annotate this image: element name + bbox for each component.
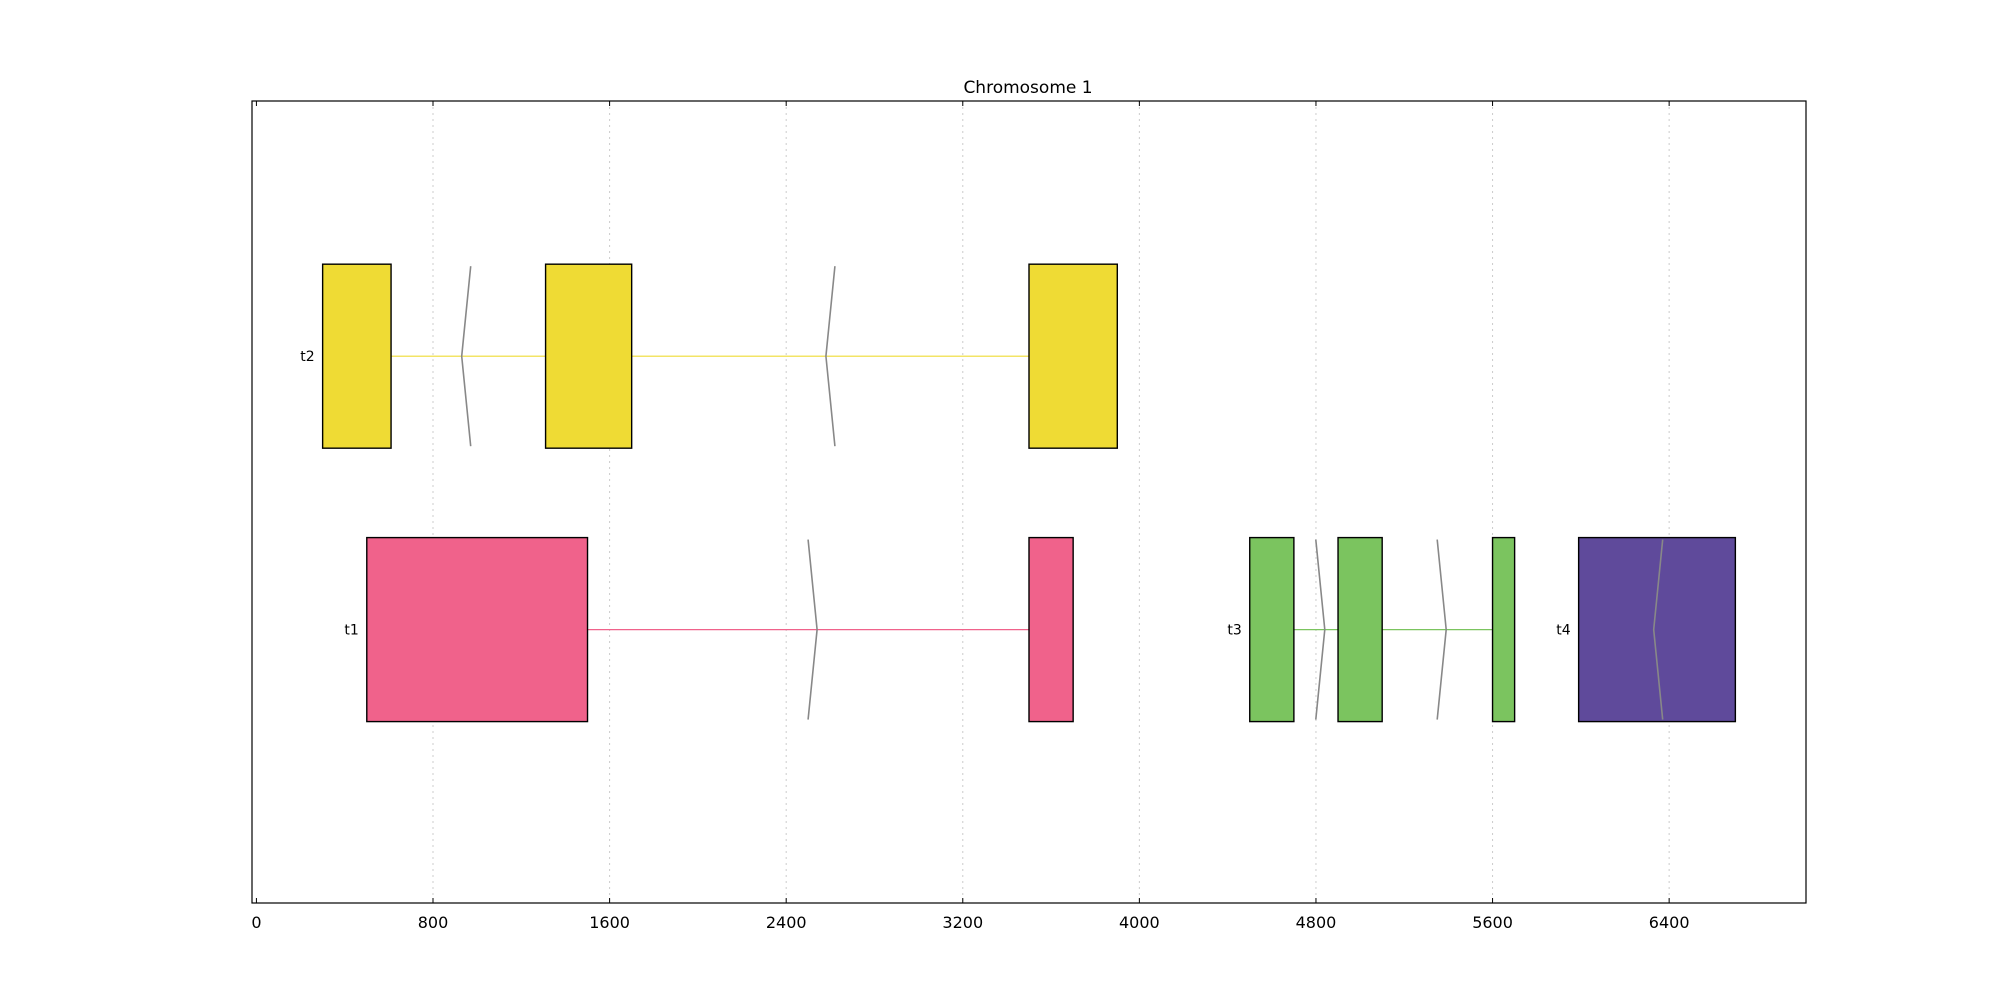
x-tick-label: 5600 — [1472, 913, 1513, 932]
x-tick-label: 800 — [418, 913, 449, 932]
gridlines — [432, 101, 1670, 903]
exon-box — [1337, 536, 1383, 723]
transcript-label: t1 — [344, 623, 358, 639]
exon-box — [1028, 536, 1074, 723]
transcript-label: t4 — [1556, 623, 1570, 639]
strand-arrow — [460, 266, 472, 447]
transcript-t2: t2 — [300, 263, 1118, 449]
exon-box — [1491, 536, 1516, 723]
exon-box — [321, 263, 392, 449]
transcripts: t2 t1 t3 t4 — [300, 263, 1737, 723]
exon-box — [544, 263, 633, 449]
x-axis: 0 800 1600 2400 3200 4000 4800 5600 6400 — [251, 101, 1690, 932]
strand-arrow — [825, 266, 836, 447]
transcript-t3: t3 — [1227, 536, 1516, 723]
strand-arrow — [1436, 539, 1448, 720]
exon-box — [366, 536, 589, 723]
chart-title: Chromosome 1 — [963, 78, 1092, 98]
transcript-t4: t4 — [1556, 536, 1737, 723]
strand-arrow — [807, 539, 818, 720]
x-tick-label: 2400 — [766, 913, 807, 932]
x-tick-label: 6400 — [1649, 913, 1690, 932]
plot-area — [251, 100, 1807, 904]
exon-box — [1028, 263, 1118, 449]
x-tick-label: 4800 — [1296, 913, 1337, 932]
x-tick-label: 0 — [251, 913, 261, 932]
x-tick-label: 1600 — [589, 913, 630, 932]
transcript-t1: t1 — [344, 536, 1074, 723]
x-tick-label: 4000 — [1119, 913, 1160, 932]
strand-arrow — [1652, 539, 1664, 720]
strand-arrow — [1314, 539, 1326, 720]
x-tick-label: 3200 — [942, 913, 983, 932]
transcript-label: t3 — [1227, 623, 1241, 639]
transcript-label: t2 — [300, 349, 314, 365]
exon-box — [1577, 536, 1737, 723]
exon-box — [1249, 536, 1295, 723]
